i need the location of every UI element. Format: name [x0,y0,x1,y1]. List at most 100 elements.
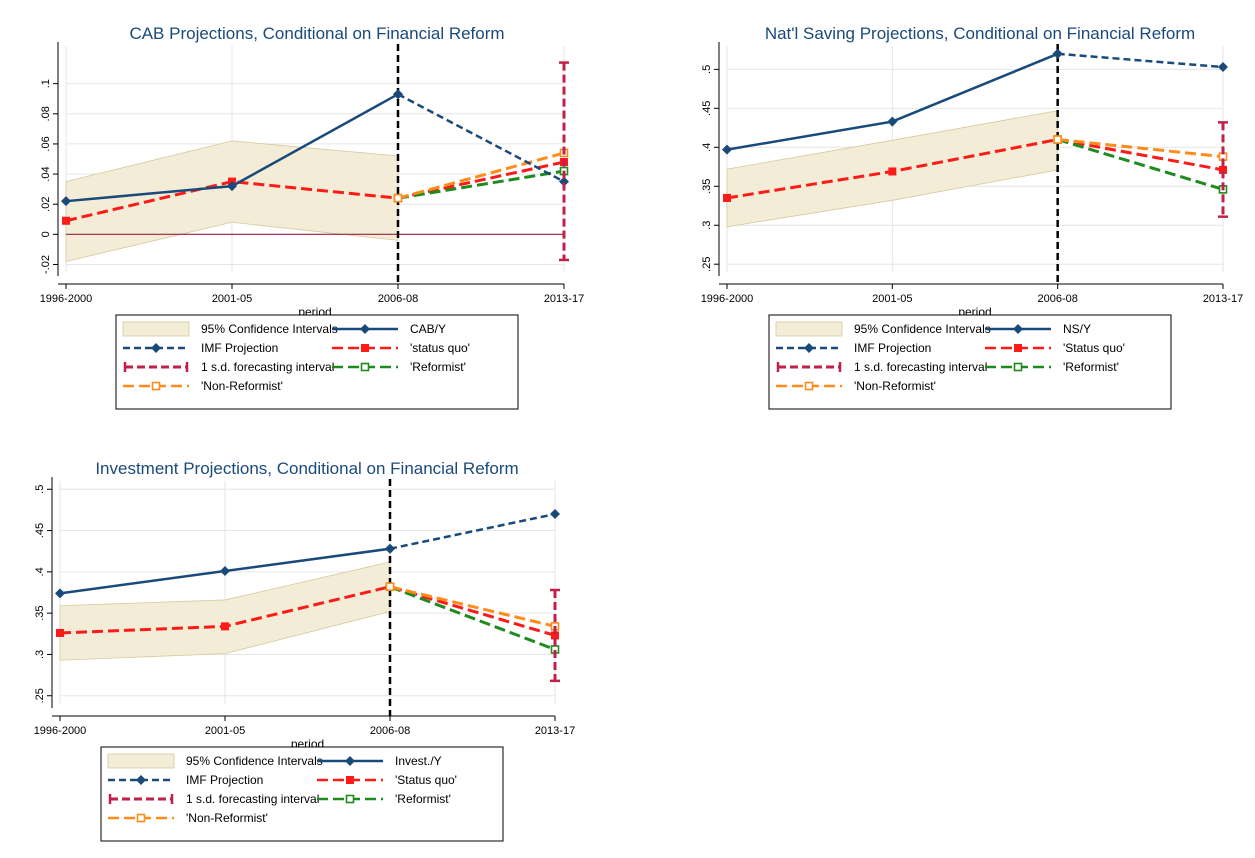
legend-item-imf: IMF Projection [123,341,278,355]
chart-legend: 95% Confidence Intervals Invest./Y IMF Pro… [100,746,504,842]
legend-label: 'Reformist' [1063,360,1119,374]
legend-item-non-reformist: 'Non-Reformist' [108,811,268,825]
reformist-series-line [397,169,565,200]
x-tick-label: 1996-2000 [34,725,87,737]
y-tick-label: -.02 [40,255,52,274]
legend-label: 'Status quo' [395,773,457,787]
legend-swatch-marker [1013,362,1023,372]
y-tick-label: .06 [40,136,52,151]
y-tick-label: .4 [701,143,713,152]
x-tick-label: 2001-05 [212,293,252,305]
legend-label: IMF Projection [186,773,263,787]
status-quo-series-point [221,622,229,631]
chart-legend: 95% Confidence Intervals CAB/Y IMF Project… [115,314,519,410]
legend-item-interval: 1 s.d. forecasting interval [108,792,319,806]
x-tick-label: 2013-17 [535,725,575,737]
legend-item-actual: NS/Y [985,322,1091,336]
legend-swatch-marker [345,794,355,804]
imf-projection-series [385,509,560,554]
chart-legend: 95% Confidence Intervals NS/Y IMF Projecti… [768,314,1172,410]
legend-label: 95% Confidence Intervals [854,322,991,336]
actual-series-point [220,566,230,577]
y-tick-label: .35 [34,605,46,620]
status-quo-series-point [1219,165,1227,174]
imf-projection-series-line [1057,52,1224,69]
status-quo-series-point [56,628,64,637]
investment-chart-panel: Investment Projections, Conditional on F… [4,436,588,856]
legend-label: 'Non-Reformist' [854,379,936,393]
legend-item-status-quo: 'Status quo' [985,341,1125,355]
legend-swatch-marker [345,756,355,766]
y-tick-label: .35 [701,179,713,194]
actual-series [722,48,1063,155]
chart-title: Nat'l Saving Projections, Conditional on… [765,24,1195,43]
y-tick-label: .1 [40,79,52,88]
imf-projection-series-line [389,512,556,550]
reformist-series [385,582,560,654]
legend-swatch-marker [361,344,369,352]
non-reformist-series-line [397,151,565,200]
imf-projection-series-line [397,93,565,183]
legend-label: 'Non-Reformist' [186,811,268,825]
x-tick-label: 2001-05 [872,293,912,305]
non-reformist-series-point [1053,135,1062,144]
status-quo-series-point [888,167,897,176]
legend-item-actual: CAB/Y [332,322,446,336]
legend-label: 'Reformist' [410,360,466,374]
legend-swatch-marker [360,362,370,372]
legend-swatch-marker [804,343,814,353]
y-tick-label: .45 [701,101,713,116]
legend-label: 1 s.d. forecasting interval [201,360,334,374]
inv-chart-svg: Investment Projections, Conditional on F… [34,459,575,842]
actual-series-point [55,588,65,599]
x-tick-label: 2013-17 [544,293,584,305]
x-tick-label: 1996-2000 [40,293,93,305]
y-tick-label: .5 [701,65,713,74]
legend-label: 'Non-Reformist' [201,379,283,393]
non-reformist-series-line [1057,138,1224,159]
legend-label: 'Reformist' [395,792,451,806]
y-tick-label: .04 [40,166,52,181]
actual-series-point [393,89,403,100]
legend-item-actual: Invest./Y [317,754,442,768]
y-tick-label: .02 [40,197,52,212]
actual-series-point [61,196,71,207]
y-tick-label: .5 [34,485,46,494]
status-quo-series-line [59,585,556,637]
status-quo-series-point [62,216,70,225]
national-saving-chart-panel: Nat'l Saving Projections, Conditional on… [668,4,1252,428]
chart-title: Investment Projections, Conditional on F… [95,459,518,478]
imf-projection-series [1052,48,1228,73]
non-reformist-series [385,582,560,631]
status-quo-series-point [551,631,559,640]
x-tick-label: 2001-05 [205,725,245,737]
legend-item-non-reformist: 'Non-Reformist' [776,379,936,393]
y-tick-label: .25 [34,688,46,703]
legend-item-reformist: 'Reformist' [332,360,466,374]
actual-series-point [227,181,237,192]
legend-swatch-marker [151,343,161,353]
confidence-band [65,140,399,262]
actual-series [61,89,403,207]
legend-label: CAB/Y [410,322,446,336]
x-tick-label: 2006-08 [378,293,418,305]
forecast-interval [559,61,569,262]
legend-label: NS/Y [1063,322,1091,336]
legend-label: IMF Projection [201,341,278,355]
imf-projection-series-point [550,509,560,520]
actual-series-point [722,144,732,155]
y-tick-label: 0 [40,231,52,237]
y-tick-label: .45 [34,523,46,538]
legend-swatch-marker [804,381,814,391]
imf-projection-series-point [559,176,569,187]
legend-item-reformist: 'Reformist' [317,792,451,806]
ns-chart-svg: Nat'l Saving Projections, Conditional on… [701,24,1243,410]
forecast-interval [1218,121,1228,218]
cab-chart-panel: CAB Projections, Conditional on Financia… [4,4,588,428]
legend-swatch-marker [136,813,146,823]
y-tick-label: .3 [701,221,713,230]
x-tick-label: 2006-08 [370,725,410,737]
actual-series [55,543,395,599]
y-tick-label: .08 [40,106,52,121]
legend-swatch-marker [1014,344,1022,352]
